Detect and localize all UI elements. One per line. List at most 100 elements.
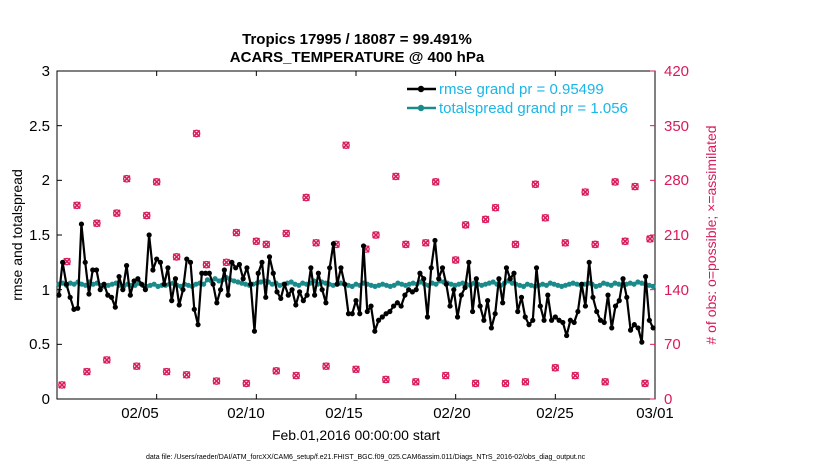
- y-left-tick-label: 1: [42, 282, 50, 299]
- rmse-point: [244, 265, 250, 271]
- y-right-tick-label: 0: [664, 391, 672, 408]
- obs-assimilated-marker: [451, 256, 460, 264]
- rmse-point: [379, 314, 385, 320]
- obs-assimilated-marker: [83, 367, 91, 376]
- obs-assimilated-marker: [282, 229, 290, 238]
- obs-possible-marker: [392, 172, 400, 181]
- rmse-point: [266, 254, 273, 260]
- totalspread-point: [631, 281, 637, 287]
- y-left-tick-label: 2.5: [29, 118, 50, 135]
- rmse-point: [560, 319, 566, 326]
- rmse-point: [285, 292, 291, 298]
- rmse-point: [545, 292, 551, 298]
- rmse-point: [97, 287, 103, 293]
- rmse-point: [225, 292, 231, 298]
- rmse-point: [251, 328, 258, 334]
- obs-possible-marker: [282, 229, 291, 238]
- rmse-point: [605, 292, 611, 298]
- rmse-point: [56, 292, 62, 298]
- rmse-point: [154, 256, 160, 262]
- rmse-point: [428, 265, 434, 271]
- rmse-point: [590, 294, 596, 300]
- rmse-point: [278, 295, 284, 302]
- obs-assimilated-marker: [252, 237, 261, 246]
- totalspread-point: [490, 279, 496, 285]
- obs-possible-marker: [322, 362, 330, 371]
- rmse-point: [439, 265, 446, 271]
- rmse-point: [447, 303, 453, 309]
- obs-possible-marker: [591, 240, 600, 249]
- x-axis-label: Feb.01,2016 00:00:00 start: [272, 427, 440, 443]
- obs-possible-marker: [93, 219, 101, 228]
- y-right-tick-label: 210: [664, 227, 689, 244]
- obs-assimilated-marker: [202, 260, 211, 269]
- obs-possible-marker: [83, 367, 91, 376]
- rmse-point: [105, 292, 111, 298]
- obs-possible-marker: [372, 231, 380, 239]
- rmse-point: [345, 311, 352, 317]
- rmse-point: [496, 276, 502, 282]
- rmse-point: [522, 314, 528, 320]
- obs-assimilated-marker: [481, 215, 490, 224]
- rmse-point: [334, 281, 340, 287]
- rmse-point: [469, 308, 476, 315]
- obs-assimilated-marker: [113, 209, 121, 217]
- rmse-point: [116, 273, 122, 280]
- rmse-point: [507, 276, 513, 282]
- obs-possible-marker: [421, 238, 430, 247]
- obs-assimilated-marker: [412, 378, 420, 386]
- rmse-point: [586, 259, 592, 265]
- obs-assimilated-marker: [541, 214, 550, 222]
- y-right-tick-label: 350: [664, 118, 689, 135]
- totalspread-point: [201, 281, 207, 287]
- rmse-point: [187, 259, 194, 265]
- totalspread-point: [543, 282, 550, 288]
- rmse-point: [432, 237, 438, 244]
- rmse-point: [477, 303, 483, 309]
- totalspread-point: [71, 281, 77, 287]
- obs-assimilated-marker: [471, 379, 480, 388]
- obs-assimilated-marker: [431, 178, 440, 186]
- rmse-point: [375, 317, 382, 323]
- obs-possible-marker: [551, 363, 560, 372]
- rmse-point: [240, 276, 246, 282]
- rmse-point: [199, 270, 205, 276]
- rmse-point: [101, 281, 107, 287]
- rmse-point: [342, 281, 348, 287]
- y-right-tick-label: 70: [664, 336, 681, 353]
- y-right-tick-label: 420: [664, 63, 689, 80]
- totalspread-point: [433, 281, 439, 287]
- rmse-point: [123, 263, 130, 269]
- obs-assimilated-marker: [491, 203, 500, 212]
- rmse-point: [582, 303, 589, 309]
- rmse-point: [454, 314, 461, 320]
- obs-possible-marker: [621, 237, 629, 246]
- obs-possible-marker: [192, 129, 201, 138]
- x-tick-label: 02/15: [325, 405, 363, 422]
- rmse-point: [263, 294, 269, 300]
- rmse-point: [515, 308, 521, 315]
- totalspread-point: [391, 282, 397, 288]
- rmse-point: [139, 281, 145, 287]
- obs-possible-marker: [102, 356, 111, 364]
- obs-assimilated-marker: [352, 365, 360, 374]
- rmse-point: [372, 328, 378, 334]
- obs-assimilated-marker: [322, 362, 330, 370]
- rmse-point: [571, 319, 577, 326]
- obs-assimilated-marker: [342, 141, 350, 149]
- rmse-point: [63, 281, 70, 287]
- x-tick-label: 02/05: [121, 405, 159, 422]
- obs-assimilated-marker: [302, 193, 310, 202]
- obs-assimilated-marker: [501, 379, 510, 388]
- obs-assimilated-marker: [461, 221, 470, 229]
- obs-possible-marker: [73, 201, 81, 210]
- obs-possible-marker: [491, 203, 500, 212]
- obs-assimilated-marker: [123, 175, 131, 183]
- obs-assimilated-marker: [521, 378, 530, 386]
- rmse-point: [627, 327, 634, 333]
- rmse-point: [526, 322, 532, 328]
- rmse-point: [293, 302, 299, 308]
- rmse-point: [503, 265, 510, 271]
- obs-possible-marker: [541, 213, 550, 222]
- obs-assimilated-marker: [212, 377, 221, 385]
